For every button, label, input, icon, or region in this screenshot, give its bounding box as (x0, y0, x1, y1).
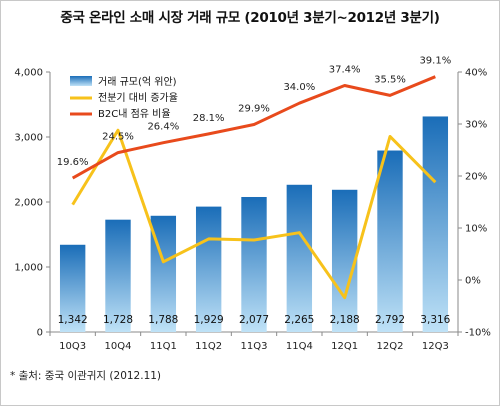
left-axis-tick-label: 1,000 (14, 263, 43, 274)
bar-value-label: 2,792 (375, 314, 405, 326)
b2c-share-line (71, 75, 436, 180)
b2c-value-label: 39.1% (419, 56, 451, 67)
x-axis-tick-label: 12Q2 (377, 341, 404, 352)
bar (286, 184, 313, 332)
b2c-value-label: 24.5% (102, 132, 134, 143)
growth-rate-line (71, 128, 437, 300)
b2c-value-label: 34.0% (283, 82, 315, 93)
b2c-value-label: 28.1% (193, 113, 225, 124)
b2c-value-label: 26.4% (147, 122, 179, 133)
bar (195, 206, 222, 332)
bar-value-label: 1,929 (194, 314, 224, 326)
b2c-value-label: 29.9% (238, 104, 270, 115)
right-axis-tick-label: 10% (465, 224, 487, 235)
left-axis-tick-label: 3,000 (14, 133, 43, 144)
x-axis-tick-label: 12Q1 (331, 341, 358, 352)
chart-title: 중국 온라인 소매 시장 거래 규모 (2010년 3분기~2012년 3분기) (60, 10, 440, 26)
b2c-value-label: 19.6% (57, 157, 89, 168)
right-axis-tick-label: -10% (465, 328, 491, 339)
x-axis-tick-label: 10Q4 (105, 341, 132, 352)
legend-swatch-bar (70, 76, 92, 86)
source-note: * 출처: 중국 이관귀지 (2012.11) (10, 370, 162, 382)
left-axis-tick-label: 4,000 (14, 68, 43, 79)
bar-value-label: 2,077 (239, 314, 269, 326)
bar-value-label: 2,188 (330, 314, 360, 326)
right-axis-tick-label: 0% (465, 276, 481, 287)
b2c-value-label: 37.4% (329, 65, 361, 76)
bar (377, 150, 403, 332)
legend-label-b2c: B2C내 점유 비율 (98, 108, 171, 120)
bar-value-label: 2,265 (284, 314, 314, 326)
x-axis-tick-label: 10Q3 (59, 341, 86, 352)
right-axis-tick-label: 20% (465, 172, 487, 183)
left-axis-tick-label: 0 (37, 328, 43, 339)
x-axis-tick-label: 11Q4 (286, 341, 313, 352)
bar (331, 189, 358, 332)
legend-label-growth: 전분기 대비 증가율 (98, 92, 178, 104)
x-axis-tick-label: 11Q3 (241, 341, 268, 352)
right-axis-tick-label: 40% (465, 68, 487, 79)
legend-label-bar: 거래 규모(억 위안) (98, 75, 177, 88)
right-axis-tick-label: 30% (465, 120, 487, 131)
bar-value-label: 3,316 (420, 314, 450, 326)
bar-value-label: 1,728 (103, 314, 133, 326)
bar (59, 244, 86, 332)
x-axis-tick-label: 11Q1 (150, 341, 177, 352)
x-axis-tick-label: 12Q3 (422, 341, 449, 352)
bar-value-label: 1,788 (148, 314, 178, 326)
bar (241, 196, 267, 332)
bar (105, 219, 131, 332)
bar (422, 116, 449, 333)
bar-value-label: 1,342 (58, 314, 88, 326)
b2c-value-label: 35.5% (374, 74, 406, 85)
left-axis-tick-label: 2,000 (14, 198, 43, 209)
x-axis-tick-label: 11Q2 (195, 341, 222, 352)
